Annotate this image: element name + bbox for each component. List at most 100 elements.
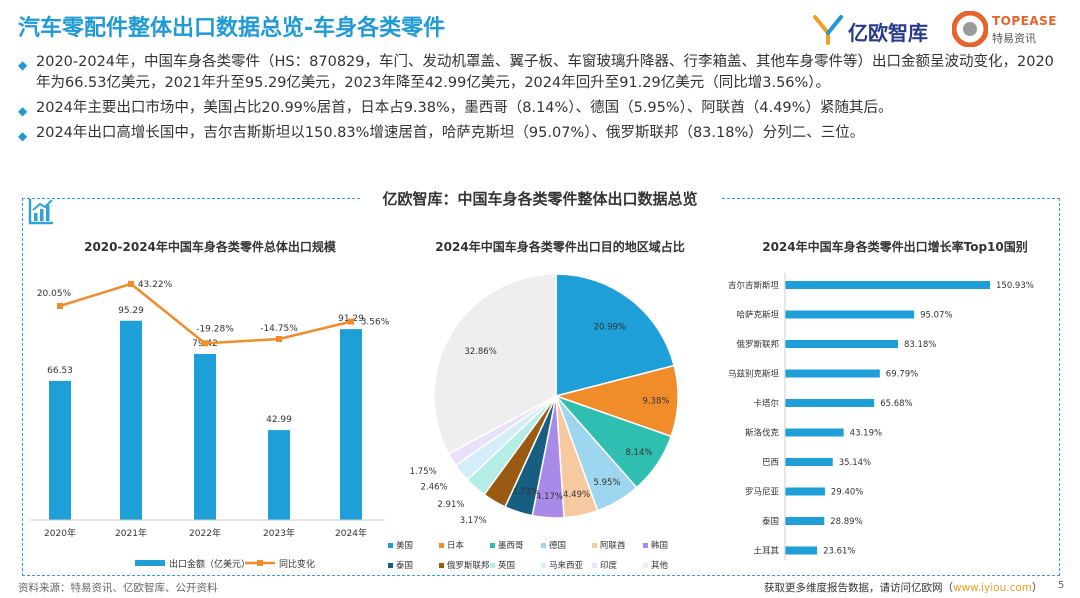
legend-label-阿联酋: 阿联酋	[600, 540, 626, 551]
bar-2023年	[268, 430, 290, 520]
chart3-title: 2024年中国车身各类零件出口增长率Top10国别	[762, 240, 1028, 254]
pie-value-label: 2.91%	[437, 500, 464, 510]
legend-label-德国: 德国	[549, 540, 566, 551]
line-point	[276, 336, 282, 343]
bar-2022年	[194, 353, 216, 520]
hbar-value-label: 150.93%	[996, 281, 1034, 291]
legend-label-墨西哥: 墨西哥	[498, 541, 524, 551]
more-info-prefix: 获取更多维度报告数据，请访问亿欧网（	[764, 582, 953, 594]
panel-title: 亿欧智库：中国车身各类零件整体出口数据总览	[360, 188, 720, 209]
hbar-value-label: 29.40%	[831, 488, 863, 498]
hbar-土耳其	[785, 546, 818, 555]
y-tick-label: 罗马尼亚	[745, 488, 780, 498]
iyiou-logo-text: 亿欧智库	[848, 21, 928, 45]
pie-value-label: 9.38%	[642, 396, 669, 406]
y-tick-label: 俄罗斯联邦	[736, 339, 779, 350]
y-tick-label: 巴西	[762, 458, 779, 468]
legend-label-其他: 其他	[651, 560, 669, 571]
iyiou-logo-icon	[813, 15, 843, 45]
y-tick-label: 泰国	[762, 516, 779, 527]
y-tick-label: 哈萨克斯坦	[736, 310, 779, 321]
legend-swatch	[439, 543, 444, 548]
page-title: 汽车零配件整体出口数据总览-车身各类零件	[18, 16, 446, 41]
pie-value-label: 4.17%	[536, 492, 563, 502]
hbar-乌兹别克斯坦	[785, 369, 880, 378]
legend-label-日本: 日本	[447, 540, 465, 551]
line-value-label: 20.05%	[37, 289, 72, 299]
legend-swatch-bar	[135, 560, 165, 566]
legend-label-印度: 印度	[600, 560, 618, 571]
bar-2021年	[120, 320, 142, 520]
y-tick-label: 土耳其	[753, 546, 779, 557]
bullet-item: ◆ 2020-2024年，中国车身各类零件（HS：870829，车门、发动机罩盖、…	[18, 52, 1068, 94]
line-series-yoy	[59, 282, 352, 345]
bar-chart-icon	[28, 199, 53, 225]
legend-label-马来西亚: 马来西亚	[549, 561, 584, 571]
x-tick-label: 2020年	[44, 527, 76, 539]
pie-value-label: 1.75%	[410, 467, 437, 477]
legend-swatch	[439, 563, 444, 568]
bar-2024年	[340, 329, 362, 520]
line-value-label: 43.22%	[138, 280, 173, 290]
hbar-value-label: 83.18%	[904, 340, 936, 350]
legend-swatch	[643, 543, 648, 548]
pie-value-label: 32.86%	[464, 347, 496, 357]
legend-swatch	[490, 563, 495, 568]
x-tick-label: 2023年	[263, 527, 295, 539]
legend-swatch	[592, 563, 597, 568]
hbar-俄罗斯联邦	[785, 340, 898, 348]
hbar-泰国	[785, 517, 825, 525]
line-value-label: 3.56%	[361, 318, 390, 328]
pie-value-label: 20.99%	[594, 323, 626, 333]
y-tick-label: 吉尔吉斯斯坦	[728, 280, 780, 291]
legend-swatch	[541, 543, 546, 548]
x-tick-label: 2022年	[189, 527, 221, 539]
topease-logo: TOPEASE 特易资讯	[952, 8, 1072, 52]
topease-logo-cn: 特易资讯	[992, 32, 1036, 45]
hbar-斯洛伐克	[785, 428, 844, 437]
more-info: 获取更多维度报告数据，请访问亿欧网（www.iyiou.com）	[764, 580, 1043, 595]
legend-swatch	[592, 543, 597, 548]
summary-bullets: ◆ 2020-2024年，中国车身各类零件（HS：870829，车门、发动机罩盖、…	[18, 52, 1068, 148]
legend-label-line: 同比变化	[279, 558, 315, 570]
y-tick-label: 乌兹别克斯坦	[728, 369, 780, 380]
diamond-icon: ◆	[18, 104, 28, 118]
y-tick-label: 斯洛伐克	[745, 428, 780, 439]
legend-swatch	[490, 543, 495, 548]
hbar-罗马尼亚	[785, 487, 825, 496]
line-value-label: -14.75%	[260, 324, 298, 334]
source-note: 资料来源：特易资讯、亿欧智库、公开资料	[18, 582, 218, 594]
bullet-item: ◆ 2024年出口高增长国中，吉尔吉斯斯坦以150.83%增速居首，哈萨克斯坦（9…	[18, 123, 1068, 144]
line-point	[57, 302, 63, 309]
bullet-item: ◆ 2024年主要出口市场中，美国占比20.99%居首，日本占9.38%，墨西哥（…	[18, 98, 1068, 119]
more-info-suffix: ）	[1032, 582, 1043, 594]
hbar-value-label: 23.61%	[823, 547, 855, 557]
hbar-value-label: 43.19%	[850, 429, 882, 439]
pie-value-label: 3.73%	[512, 487, 539, 497]
iyiou-link[interactable]: www.iyiou.com	[953, 582, 1033, 594]
line-value-label: -19.28%	[196, 324, 234, 334]
hbar-吉尔吉斯斯坦	[785, 281, 990, 289]
x-tick-label: 2024年	[335, 527, 367, 539]
chart1-title: 2020-2024年中国车身各类零件总体出口规模	[84, 240, 336, 254]
hbar-巴西	[785, 458, 833, 466]
legend-swatch	[643, 563, 648, 568]
bullet-text: 2024年出口高增长国中，吉尔吉斯斯坦以150.83%增速居首，哈萨克斯坦（95…	[36, 125, 865, 141]
pie-value-label: 2.46%	[421, 483, 448, 493]
legend-label-韩国: 韩国	[651, 540, 668, 551]
legend-swatch	[541, 563, 546, 568]
legend-label-英国: 英国	[498, 560, 515, 571]
hbar-value-label: 95.07%	[920, 311, 952, 321]
legend-label-bar: 出口金额（亿美元）	[169, 558, 250, 570]
pie-slice-美国	[555, 273, 676, 397]
legend-swatch-line-marker	[257, 560, 263, 566]
topease-logo-en: TOPEASE	[992, 14, 1058, 28]
legend-swatch	[388, 563, 393, 568]
bar-2020年	[49, 380, 71, 520]
page-number: 5	[1058, 580, 1065, 591]
topease-logo-icon	[952, 11, 988, 47]
legend-label-美国: 美国	[396, 540, 413, 551]
pie-value-label: 4.49%	[563, 490, 590, 500]
pie-value-label: 8.14%	[625, 448, 652, 458]
